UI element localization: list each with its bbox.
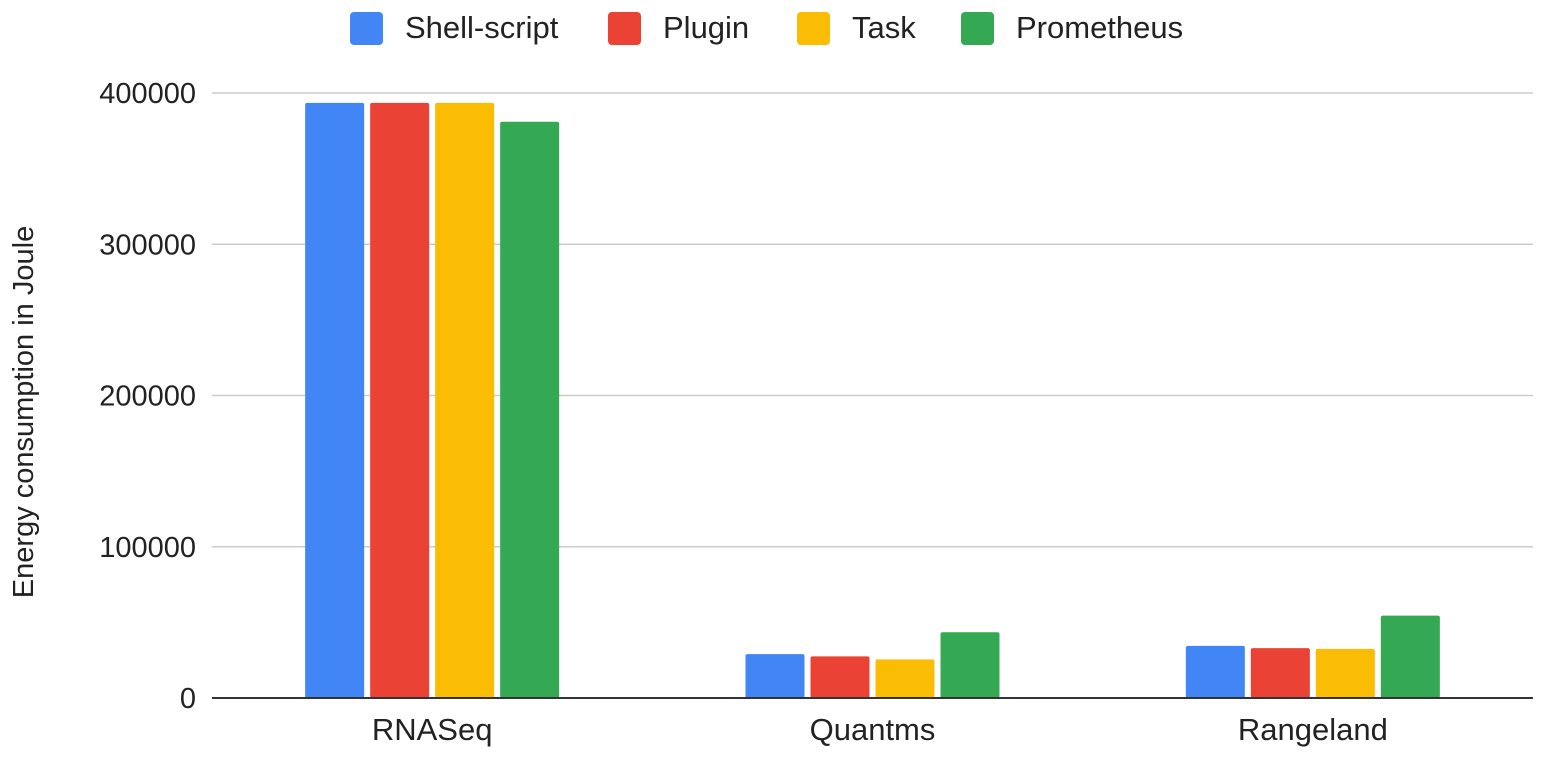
bar-shell-script-quantms[interactable] [745,654,805,698]
legend-item-plugin[interactable]: Plugin [608,8,749,48]
bar-plugin-quantms[interactable] [810,656,870,698]
legend-label: Shell-script [405,10,559,45]
y-tick-label: 200000 [99,381,196,413]
bar-prometheus-quantms[interactable] [940,632,1000,698]
bar-prometheus-rnaseq[interactable] [500,121,560,699]
legend: Shell-script Plugin Task Prometheus [0,8,1555,48]
x-tick-label: RNASeq [372,712,493,747]
legend-swatch-shell-script [350,11,383,45]
gridlines [212,92,1533,548]
y-tick-label: 0 [180,683,196,715]
y-tick-label: 300000 [99,229,196,261]
legend-swatch-prometheus [961,11,994,45]
y-axis-ticks: 0 100000 200000 300000 400000 [99,78,196,715]
x-tick-label: Quantms [810,712,936,747]
legend-item-task[interactable]: Task [797,8,916,48]
bar-prometheus-rangeland[interactable] [1380,615,1440,698]
bar-shell-script-rnaseq[interactable] [305,102,365,699]
legend-swatch-plugin [608,11,641,45]
bar-plugin-rnaseq[interactable] [370,102,430,699]
x-tick-label: Rangeland [1238,712,1388,747]
legend-swatch-task [797,11,830,45]
bars [305,102,1440,699]
y-tick-label: 100000 [99,532,196,564]
x-axis-ticks: RNASeq Quantms Rangeland [372,712,1388,747]
legend-item-shell-script[interactable]: Shell-script [350,8,558,48]
bar-shell-script-rangeland[interactable] [1185,645,1245,698]
legend-label: Task [852,10,916,45]
bar-task-rangeland[interactable] [1315,648,1375,698]
y-axis-title: Energy consumption in Joule [8,226,40,598]
legend-item-prometheus[interactable]: Prometheus [961,8,1183,48]
bar-task-quantms[interactable] [875,659,935,698]
bar-plugin-rangeland[interactable] [1250,648,1310,698]
bar-task-rnaseq[interactable] [435,102,495,699]
legend-label: Plugin [663,10,750,45]
y-tick-label: 400000 [99,78,196,110]
legend-label: Prometheus [1016,10,1184,45]
